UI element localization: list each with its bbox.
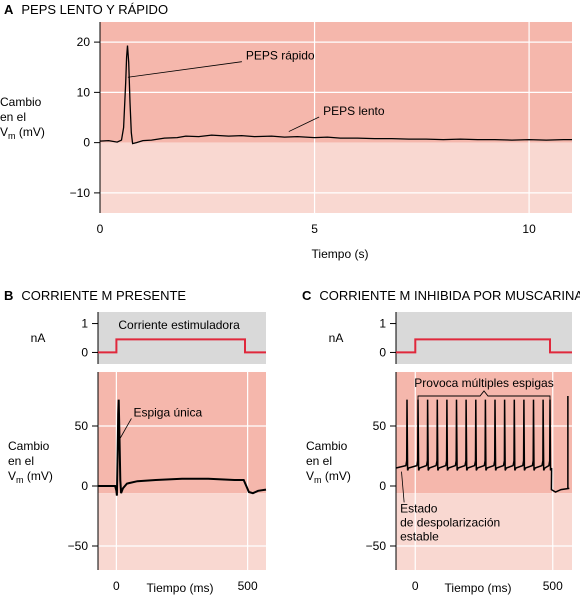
panel-a-ylabel-line-1: Cambio xyxy=(0,95,42,109)
panel-a-ylabel-v: V xyxy=(0,125,8,139)
panel-c-bracket-label: Provoca múltiples espigas xyxy=(414,376,553,390)
panel-c-title: CORRIENTE M INHIBIDA POR MUSCARINA xyxy=(319,288,580,303)
panel-a-letter: A xyxy=(4,2,14,17)
panel-b: B CORRIENTE M PRESENTE 1 0 nA Corriente esti… xyxy=(4,288,267,595)
panel-b-annotation-pointer-0 xyxy=(119,418,132,439)
panel-c: C CORRIENTE M INHIBIDA POR MUSCARINA 1 0 nA… xyxy=(302,288,580,595)
panel-c-ylabel-line-2: en el xyxy=(306,454,332,468)
panel-b-ytick-label-2: −50 xyxy=(68,539,89,553)
panel-a-plot: 20 10 0 −10 0 5 10 PEPS rápido PEPS lento xyxy=(70,22,572,236)
panel-b-letter: B xyxy=(4,288,13,303)
panel-a-ylabel-line-2: en el xyxy=(0,110,26,124)
panel-b-ylabel-line-3: Vm (mV) xyxy=(8,469,53,485)
panel-a-ylabel-sub: m xyxy=(8,131,16,141)
panel-b-ylabel-sub: m xyxy=(16,475,24,485)
panel-c-current-ylabel: nA xyxy=(329,331,344,345)
panel-b-annotation-0: Espiga única xyxy=(133,405,202,419)
panel-b-stimulus-step xyxy=(98,338,266,354)
panel-c-current-plot: 1 0 nA xyxy=(329,312,572,364)
panel-a-xtick-label-1: 5 xyxy=(311,222,318,236)
panel-a-annotation-pointer-0 xyxy=(127,61,242,78)
panel-c-current-ytick-label-1: 0 xyxy=(379,345,386,359)
panel-c-ylabel-line-1: Cambio xyxy=(306,439,348,453)
panel-a-xtick-label-2: 10 xyxy=(522,222,536,236)
panel-a-annotation-0: PEPS rápido xyxy=(246,49,315,63)
panel-a: A PEPS LENTO Y RÁPIDO 20 10 0 −10 0 5 10 PEPS rá… xyxy=(0,2,572,261)
panel-c-current-ytick-label-0: 1 xyxy=(379,317,386,331)
panel-a-xlabel: Tiempo (s) xyxy=(312,247,369,261)
panel-b-ytick-label-0: 50 xyxy=(75,419,89,433)
panel-c-stimulus-step xyxy=(396,338,572,354)
panel-c-ylabel-unit: (mV) xyxy=(322,469,351,483)
panel-a-heading: A PEPS LENTO Y RÁPIDO xyxy=(4,2,168,17)
panel-b-current-ytick-label-0: 1 xyxy=(81,317,88,331)
panel-b-current-ytick-label-1: 0 xyxy=(81,345,88,359)
panel-b-ytick-label-1: 0 xyxy=(81,479,88,493)
panel-c-lower-region xyxy=(396,493,572,570)
panel-c-current-background xyxy=(396,312,572,364)
panel-c-upper-region xyxy=(396,372,572,494)
panel-c-trace xyxy=(395,399,570,493)
panel-b-heading: B CORRIENTE M PRESENTE xyxy=(4,288,186,303)
panel-a-title: PEPS LENTO Y RÁPIDO xyxy=(21,2,168,17)
panel-c-annotation-pointer-0 xyxy=(401,471,405,503)
panel-a-ylabel-unit: (mV) xyxy=(16,125,45,139)
panel-c-ylabel-v: V xyxy=(306,469,314,483)
panel-b-ylabel-line-1: Cambio xyxy=(8,439,50,453)
panel-b-stimulus-label: Corriente estimuladora xyxy=(118,318,240,332)
panel-c-xtick-label-0: 0 xyxy=(412,579,419,593)
panel-c-ylabel-line-3: Vm (mV) xyxy=(306,469,351,485)
panel-a-trace xyxy=(99,45,572,145)
panel-b-current-ylabel: nA xyxy=(31,331,46,345)
panel-c-xlabel: Tiempo (ms) xyxy=(445,581,512,595)
panel-c-heading: C CORRIENTE M INHIBIDA POR MUSCARINA xyxy=(302,288,580,303)
panel-c-annotation-line-2: estable xyxy=(400,529,439,543)
panel-c-annotation-line-1: de despolarización xyxy=(400,515,500,529)
panel-c-xtick-label-1: 500 xyxy=(543,579,563,593)
panel-c-ytick-label-0: 50 xyxy=(373,419,387,433)
panel-a-lower-region xyxy=(100,142,572,213)
panel-b-current-background xyxy=(98,312,266,364)
panel-b-ylabel-line-2: en el xyxy=(8,454,34,468)
panel-b-trace xyxy=(98,399,267,496)
panel-a-ytick-label-2: 0 xyxy=(83,136,90,150)
panel-c-bracket xyxy=(417,390,551,402)
panel-c-ylabel-sub: m xyxy=(314,475,322,485)
panel-a-annotation-pointer-1 xyxy=(288,116,320,132)
panel-a-annotation-1: PEPS lento xyxy=(323,104,385,118)
panel-a-ytick-label-3: −10 xyxy=(70,186,91,200)
panel-b-xtick-label-1: 500 xyxy=(238,579,258,593)
panel-b-ylabel-v: V xyxy=(8,469,16,483)
panel-b-ylabel-unit: (mV) xyxy=(24,469,53,483)
panel-c-ytick-label-1: 0 xyxy=(379,479,386,493)
panel-b-lower-region xyxy=(98,493,266,570)
panel-c-letter: C xyxy=(302,288,312,303)
panel-a-upper-region xyxy=(100,22,572,143)
panel-a-ylabel-line-3: Vm (mV) xyxy=(0,125,45,141)
panel-b-xlabel: Tiempo (ms) xyxy=(147,581,214,595)
panel-a-ytick-label-0: 20 xyxy=(77,35,91,49)
panel-a-xtick-label-0: 0 xyxy=(97,222,104,236)
panel-b-xtick-label-0: 0 xyxy=(113,579,120,593)
panel-c-ytick-label-2: −50 xyxy=(366,539,387,553)
panel-b-current-plot: 1 0 nA Corriente estimuladora xyxy=(31,312,266,364)
panel-b-title: CORRIENTE M PRESENTE xyxy=(21,288,186,303)
panel-b-upper-region xyxy=(98,372,266,494)
panel-a-ytick-label-1: 10 xyxy=(77,85,91,99)
panel-c-annotation-line-0: Estado xyxy=(400,501,438,515)
